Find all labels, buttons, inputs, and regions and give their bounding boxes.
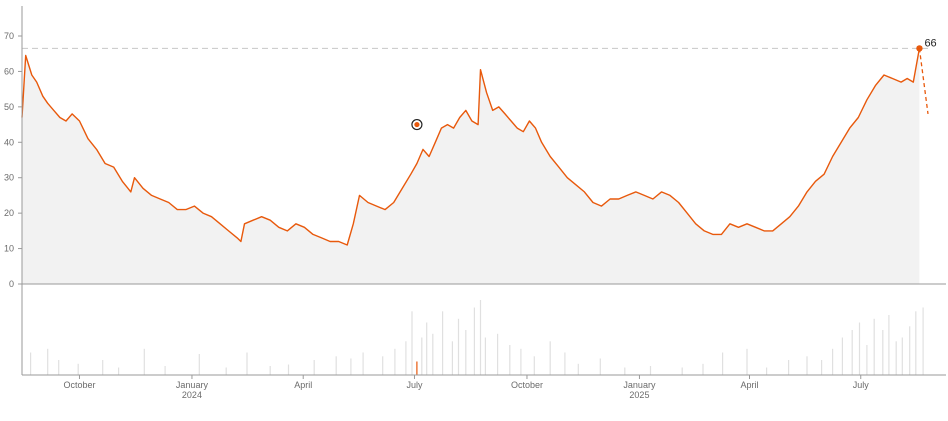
volume-bar <box>313 360 315 375</box>
volume-bar <box>577 363 579 376</box>
volume-bar <box>509 345 511 375</box>
volume-bar <box>382 356 384 376</box>
volume-bar <box>432 333 434 376</box>
price-line <box>21 48 921 246</box>
volume-bar <box>411 311 413 376</box>
y-tick-label: 70 <box>4 31 14 41</box>
volume-bar <box>681 367 683 375</box>
volume-bar <box>362 352 364 375</box>
current-value-label: 66 <box>924 37 936 49</box>
x-tick-label: April <box>294 380 312 390</box>
volume-bar <box>47 348 49 376</box>
volume-bar <box>442 311 444 376</box>
y-tick-label: 10 <box>4 244 14 254</box>
event-marker-dot[interactable] <box>414 121 420 128</box>
volume-bar <box>649 366 652 375</box>
volume-bar <box>895 341 897 376</box>
volume-bar <box>766 367 768 375</box>
volume-bar <box>882 330 884 375</box>
volume-bar <box>788 360 790 375</box>
volume-bar <box>269 366 271 375</box>
volume-bar <box>58 360 60 375</box>
volume-bar <box>702 363 704 376</box>
y-tick-label: 0 <box>9 279 14 289</box>
y-tick-label: 50 <box>4 102 14 112</box>
volume-bar <box>866 345 868 375</box>
volume-bar <box>287 364 290 375</box>
volume-bar <box>30 352 32 375</box>
volume-bar <box>465 330 467 375</box>
volume-bar <box>479 300 482 375</box>
volume-bar <box>832 348 834 376</box>
volume-bars <box>30 300 924 376</box>
x-tick-label: April <box>740 380 758 390</box>
volume-bar <box>405 341 407 376</box>
volume-bar <box>421 337 423 375</box>
y-tick-label: 20 <box>4 208 14 218</box>
volume-bar <box>858 322 861 375</box>
y-tick-label: 60 <box>4 66 14 76</box>
volume-bar <box>915 311 917 376</box>
volume-bar <box>394 348 396 376</box>
volume-bar <box>497 333 499 376</box>
volume-bar <box>118 367 120 375</box>
volume-bar <box>246 352 248 375</box>
volume-bar <box>451 341 453 376</box>
volume-bar <box>851 330 853 375</box>
price-area-fill <box>22 48 920 285</box>
volume-bar <box>922 307 924 375</box>
volume-bar <box>722 352 724 375</box>
volume-bar <box>549 341 551 376</box>
volume-bar <box>77 363 79 376</box>
y-tick-label: 30 <box>4 173 14 183</box>
volume-bar <box>225 367 227 375</box>
current-value-dot[interactable] <box>916 45 923 52</box>
x-tick-label: July <box>406 380 423 390</box>
volume-bar <box>426 322 428 375</box>
volume-bar <box>888 315 890 375</box>
volume-bar <box>143 348 145 376</box>
x-tick-year-label: 2024 <box>182 390 202 400</box>
volume-bar <box>746 348 748 376</box>
x-tick-label: January <box>176 380 209 390</box>
y-tick-label: 40 <box>4 137 14 147</box>
y-axis-ticks: 0 10 20 30 40 50 60 70 <box>4 31 22 289</box>
x-tick-year-label: 2025 <box>629 390 649 400</box>
volume-bar <box>624 367 626 375</box>
volume-bar <box>806 356 808 376</box>
volume-bar <box>484 337 486 375</box>
volume-bar <box>102 360 104 375</box>
x-tick-label: October <box>63 380 95 390</box>
volume-bar <box>416 361 418 375</box>
x-tick-label: July <box>853 380 870 390</box>
x-tick-label: January <box>623 380 656 390</box>
volume-bar <box>873 318 875 376</box>
volume-bar <box>599 358 601 375</box>
volume-bar <box>901 337 903 375</box>
volume-bar <box>821 360 823 375</box>
projection-dashed-line <box>918 48 929 114</box>
volume-bar <box>457 318 460 376</box>
volume-bar <box>350 358 352 375</box>
volume-bar <box>473 307 475 375</box>
volume-bar <box>335 356 337 376</box>
volume-bar <box>841 337 843 375</box>
volume-bar <box>533 356 535 376</box>
volume-bar <box>909 326 911 376</box>
volume-bar <box>520 348 522 376</box>
volume-bar <box>564 352 566 375</box>
volume-bar <box>164 366 166 375</box>
x-tick-label: October <box>511 380 543 390</box>
volume-bar <box>198 354 200 375</box>
